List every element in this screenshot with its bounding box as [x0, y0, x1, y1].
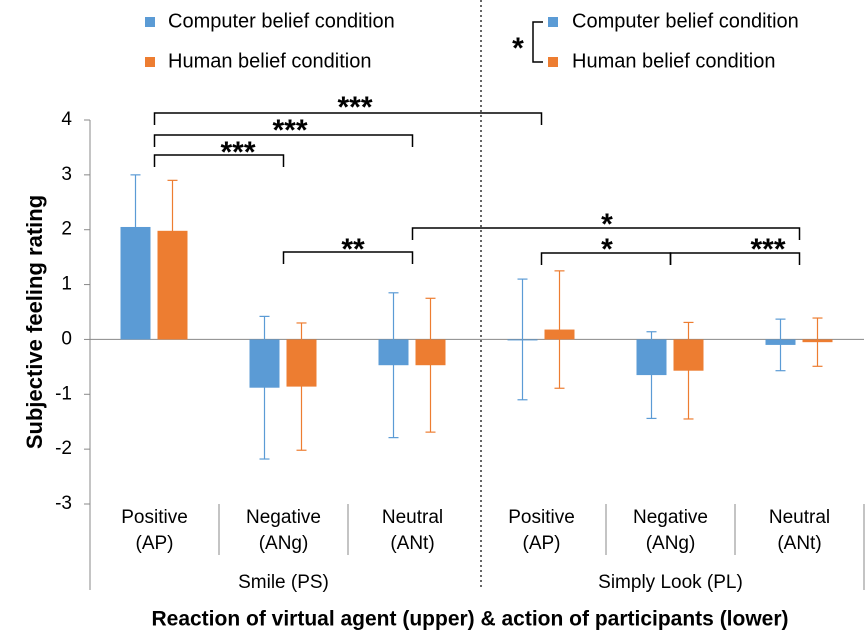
group-label: Smile (PS): [238, 572, 329, 593]
legend-swatch: [548, 57, 558, 67]
bar: [636, 339, 667, 376]
significance-label: ***: [272, 114, 307, 147]
x-axis-title: Reaction of virtual agent (upper) & acti…: [151, 608, 788, 631]
significance-label: *: [601, 233, 613, 266]
legend-swatch: [145, 17, 155, 27]
significance-bracket: [153, 154, 285, 167]
significance-bracket: [282, 251, 414, 264]
x-tick-label: Neutral: [382, 507, 443, 528]
legend-swatch: [145, 57, 155, 67]
legend-label: Human belief condition: [168, 50, 371, 72]
y-tick-label: 0: [61, 328, 72, 349]
bar: [507, 339, 538, 341]
x-tick-label: (ANt): [777, 533, 821, 554]
bar: [765, 339, 796, 345]
bar: [673, 339, 704, 371]
x-tick-label: Negative: [246, 507, 321, 528]
bar: [157, 230, 188, 340]
bar: [802, 339, 833, 343]
bar: [415, 339, 446, 366]
x-tick-label: (ANt): [390, 533, 434, 554]
legend-label: Computer belief condition: [572, 10, 799, 32]
y-tick-label: 4: [61, 109, 72, 130]
significance-label: ***: [337, 91, 372, 124]
legend-label: Computer belief condition: [168, 10, 395, 32]
significance-bracket: [411, 227, 801, 240]
significance-label: *: [601, 208, 613, 241]
bar: [286, 339, 317, 387]
legend-label: Human belief condition: [572, 50, 775, 72]
legend-bracket: [532, 21, 543, 63]
significance-bracket: [153, 134, 414, 147]
x-tick-label: Positive: [508, 507, 575, 528]
significance-bracket: [669, 252, 801, 265]
x-tick-label: (AP): [523, 533, 561, 554]
y-tick-label: 3: [61, 164, 72, 185]
significance-label: **: [341, 233, 365, 266]
y-tick-label: 1: [61, 274, 72, 295]
bar: [120, 226, 151, 340]
y-axis-title: Subjective feeling rating: [22, 195, 47, 449]
legend-significance: *: [512, 32, 524, 65]
significance-bracket: [153, 112, 543, 125]
y-tick-label: -3: [55, 493, 72, 514]
significance-label: ***: [750, 233, 785, 266]
x-tick-label: (AP): [136, 533, 174, 554]
x-tick-label: Positive: [121, 507, 188, 528]
significance-label: ***: [220, 136, 255, 169]
bar: [378, 339, 409, 366]
x-tick-label: Negative: [633, 507, 708, 528]
y-tick-label: 2: [61, 219, 72, 240]
group-label: Simply Look (PL): [598, 572, 743, 593]
y-tick-label: -1: [55, 383, 72, 404]
x-tick-label: (ANg): [259, 533, 309, 554]
bar: [249, 339, 280, 388]
x-tick-label: Neutral: [769, 507, 830, 528]
y-tick-label: -2: [55, 438, 72, 459]
legend-swatch: [548, 17, 558, 27]
x-tick-label: (ANg): [646, 533, 696, 554]
bar: [544, 329, 575, 340]
